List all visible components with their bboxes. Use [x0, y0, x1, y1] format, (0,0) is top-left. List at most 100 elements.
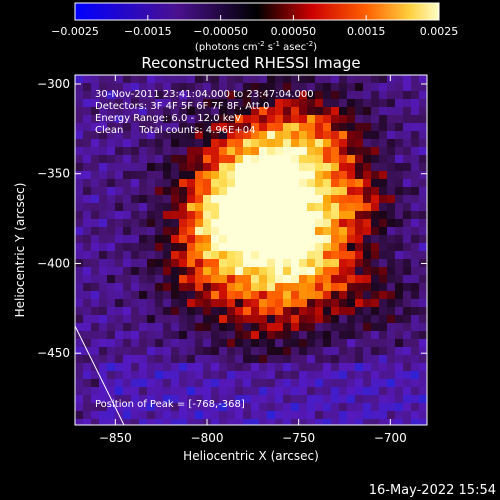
heatmap-cell [283, 355, 291, 363]
heatmap-cell [203, 131, 211, 139]
heatmap-cell [227, 371, 235, 379]
heatmap-cell [211, 147, 219, 155]
heatmap-cell [235, 419, 243, 425]
heatmap-cell [315, 131, 323, 139]
heatmap-cell [419, 371, 427, 379]
heatmap-cell [163, 331, 171, 339]
heatmap-cell [211, 251, 219, 259]
heatmap-cell [187, 259, 195, 267]
y-tick-label: −450 [37, 346, 70, 360]
heatmap-cell [83, 179, 91, 187]
heatmap-cell [115, 403, 123, 411]
heatmap-cell [147, 395, 155, 403]
heatmap-cell [355, 187, 363, 195]
heatmap-cell [419, 379, 427, 387]
heatmap-cell [371, 155, 379, 163]
heatmap-cell [259, 347, 267, 355]
heatmap-cell [107, 187, 115, 195]
heatmap-cell [403, 419, 411, 425]
heatmap-cell [99, 147, 107, 155]
heatmap-cell [163, 139, 171, 147]
heatmap-cell [403, 347, 411, 355]
heatmap-cell [163, 291, 171, 299]
heatmap-cell [83, 155, 91, 163]
heatmap-cell [107, 363, 115, 371]
heatmap-cell [139, 115, 147, 123]
heatmap-cell [315, 155, 323, 163]
heatmap-cell [91, 131, 99, 139]
heatmap-cell [155, 395, 163, 403]
heatmap-cell [307, 339, 315, 347]
heatmap-cell [371, 363, 379, 371]
heatmap-cell [179, 171, 187, 179]
heatmap-cell [203, 363, 211, 371]
heatmap-cell [251, 379, 259, 387]
heatmap-cell [195, 123, 203, 131]
heatmap-cell [211, 339, 219, 347]
heatmap-cell [363, 75, 371, 83]
heatmap-cell [83, 371, 91, 379]
heatmap-cell [171, 75, 179, 83]
heatmap-cell [163, 211, 171, 219]
heatmap-cell [363, 227, 371, 235]
heatmap-cell [99, 283, 107, 291]
heatmap-cell [91, 139, 99, 147]
heatmap-cell [331, 331, 339, 339]
heatmap-cell [275, 347, 283, 355]
heatmap-cell [387, 347, 395, 355]
heatmap-cell [419, 187, 427, 195]
heatmap-cell [267, 139, 275, 147]
heatmap-cell [379, 235, 387, 243]
heatmap-cell [131, 107, 139, 115]
heatmap-cell [363, 203, 371, 211]
y-tick-label: −350 [37, 167, 70, 181]
heatmap-cell [123, 267, 131, 275]
heatmap-cell [187, 251, 195, 259]
heatmap-cell [107, 419, 115, 425]
heatmap-cell [299, 139, 307, 147]
heatmap-cell [163, 251, 171, 259]
heatmap-cell [339, 299, 347, 307]
heatmap-cell [107, 99, 115, 107]
heatmap-cell [355, 371, 363, 379]
heatmap-cell [163, 395, 171, 403]
heatmap-cell [315, 171, 323, 179]
heatmap-cell [395, 251, 403, 259]
heatmap-cell [139, 267, 147, 275]
heatmap-cell [307, 355, 315, 363]
heatmap-cell [259, 195, 267, 203]
heatmap-cell [299, 195, 307, 203]
heatmap-cell [147, 379, 155, 387]
heatmap-cell [387, 195, 395, 203]
heatmap-cell [395, 107, 403, 115]
heatmap-cell [251, 107, 259, 115]
heatmap-cell [267, 83, 275, 91]
heatmap-cell [307, 219, 315, 227]
heatmap-cell [147, 107, 155, 115]
heatmap-cell [339, 75, 347, 83]
heatmap-cell [187, 83, 195, 91]
heatmap-cell [211, 347, 219, 355]
heatmap-cell [339, 339, 347, 347]
heatmap-cell [115, 355, 123, 363]
heatmap-cell [123, 227, 131, 235]
heatmap-cell [171, 91, 179, 99]
annotation-detectors: Detectors: 3F 4F 5F 6F 7F 8F, Att 0 [95, 101, 269, 112]
heatmap-cell [203, 115, 211, 123]
heatmap-cell [107, 139, 115, 147]
heatmap-cell [395, 371, 403, 379]
heatmap-cell [355, 251, 363, 259]
heatmap-cell [419, 267, 427, 275]
heatmap-cell [195, 235, 203, 243]
heatmap-cell [411, 323, 419, 331]
heatmap-cell [179, 227, 187, 235]
heatmap-cell [355, 315, 363, 323]
heatmap-cell [259, 99, 267, 107]
heatmap-cell [243, 243, 251, 251]
heatmap-cell [179, 315, 187, 323]
heatmap-cell [187, 291, 195, 299]
heatmap-cell [347, 179, 355, 187]
heatmap-cell [235, 211, 243, 219]
heatmap-cell [171, 411, 179, 419]
heatmap-cell [91, 299, 99, 307]
